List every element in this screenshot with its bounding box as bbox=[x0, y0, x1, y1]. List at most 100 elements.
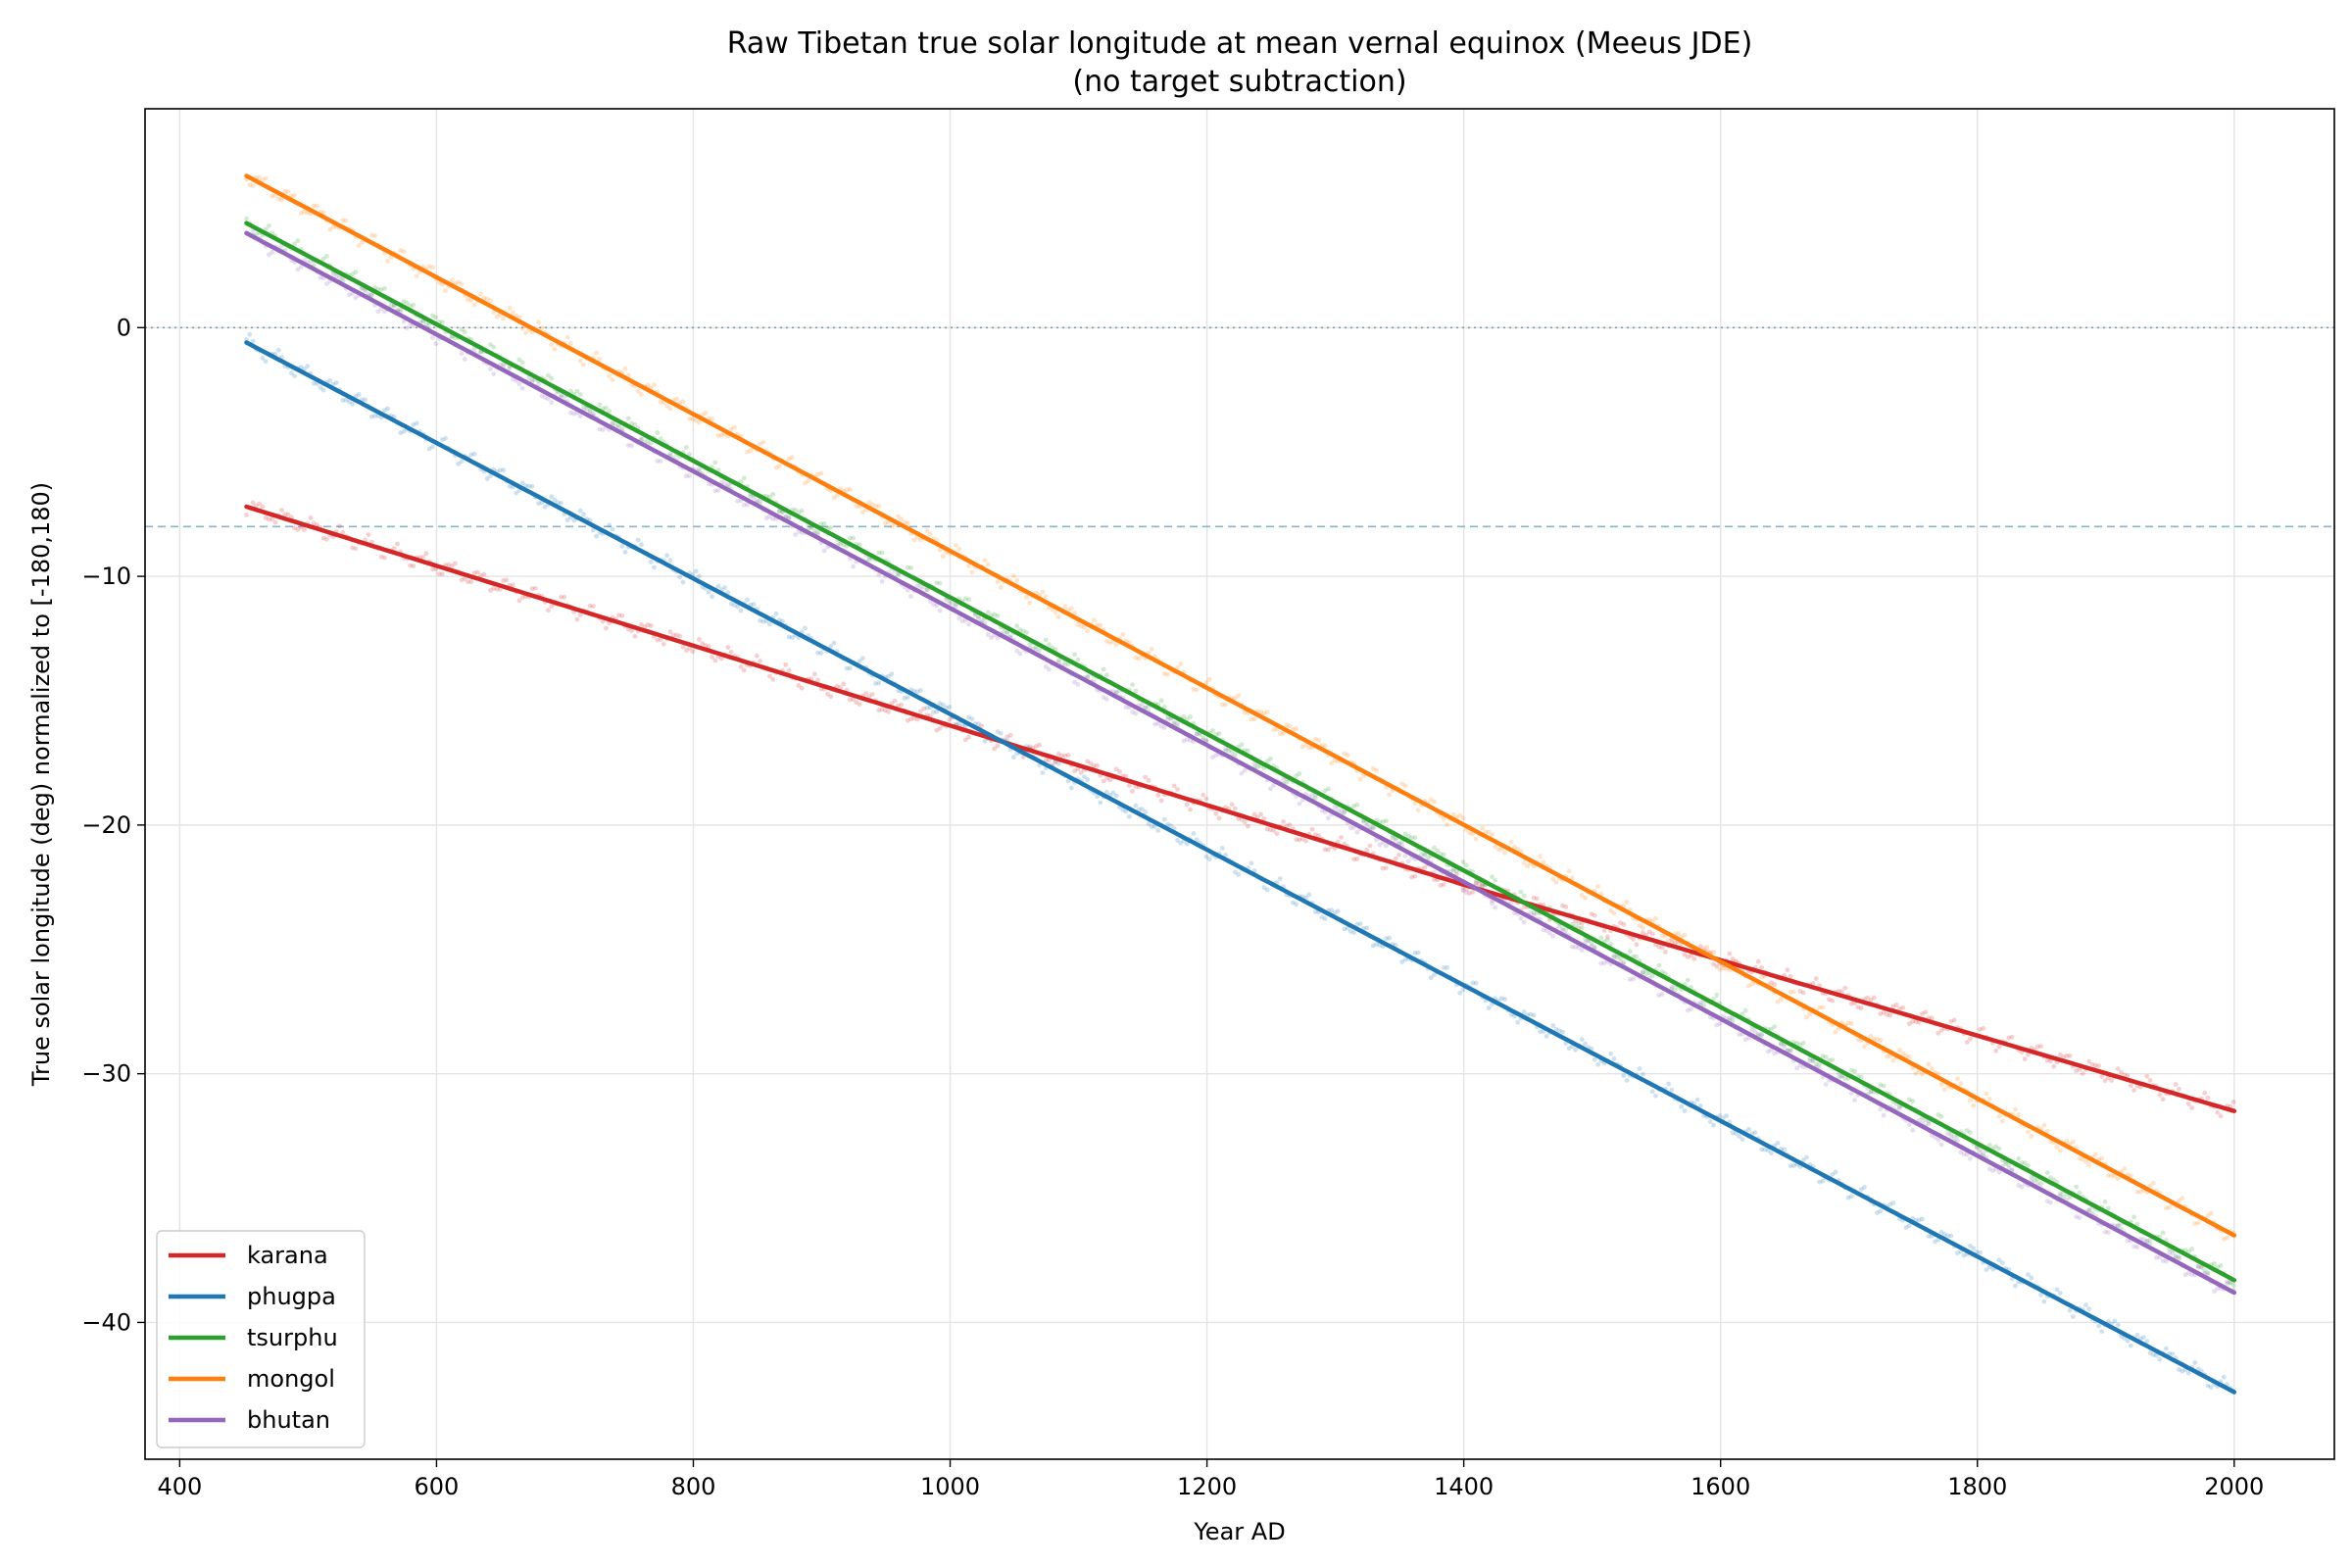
scatter-point bbox=[1848, 1194, 1854, 1200]
scatter-point bbox=[324, 254, 329, 259]
scatter-point bbox=[1191, 831, 1197, 836]
scatter-point bbox=[1592, 912, 1597, 918]
scatter-point bbox=[815, 650, 820, 656]
scatter-point bbox=[1964, 1152, 1970, 1157]
scatter-point bbox=[1881, 1112, 1886, 1118]
scatter-point bbox=[821, 548, 827, 554]
scatter-point bbox=[1441, 852, 1446, 858]
scatter-point bbox=[1978, 1147, 1983, 1152]
scatter-point bbox=[1441, 882, 1446, 887]
scatter-point bbox=[844, 665, 850, 671]
scatter-point bbox=[2102, 1199, 2108, 1204]
scatter-point bbox=[2147, 1237, 2153, 1243]
scatter-point bbox=[697, 637, 702, 642]
scatter-point bbox=[966, 734, 971, 740]
scatter-point bbox=[1342, 926, 1348, 932]
scatter-point bbox=[2128, 1083, 2133, 1089]
scatter-point bbox=[346, 292, 352, 298]
scatter-point bbox=[1531, 1012, 1537, 1018]
scatter-point bbox=[1370, 943, 1376, 949]
scatter-point bbox=[799, 685, 805, 691]
scatter-point bbox=[1101, 778, 1106, 784]
scatter-point bbox=[1778, 1041, 1784, 1047]
scatter-point bbox=[803, 480, 808, 486]
scatter-point bbox=[728, 649, 734, 655]
scatter-point bbox=[1791, 1163, 1796, 1168]
scatter-point bbox=[905, 520, 910, 526]
scatter-point bbox=[2061, 1195, 2066, 1200]
scatter-point bbox=[1993, 1144, 1999, 1150]
scatter-point bbox=[2205, 1383, 2211, 1389]
scatter-point bbox=[1978, 1027, 1983, 1032]
scatter-point bbox=[1978, 1150, 1983, 1155]
legend-label-mongol: mongol bbox=[247, 1365, 335, 1393]
scatter-point bbox=[1775, 1141, 1781, 1146]
scatter-point bbox=[539, 393, 545, 399]
scatter-point bbox=[1171, 783, 1177, 789]
scatter-point bbox=[667, 451, 673, 457]
legend-label-phugpa: phugpa bbox=[247, 1283, 336, 1310]
scatter-point bbox=[478, 572, 483, 578]
scatter-point bbox=[1037, 742, 1042, 748]
scatter-point bbox=[1755, 1031, 1761, 1037]
scatter-point bbox=[1303, 838, 1308, 844]
scatter-point bbox=[710, 594, 714, 600]
scatter-point bbox=[1053, 610, 1058, 615]
scatter-point bbox=[658, 459, 663, 464]
scatter-point bbox=[391, 546, 397, 551]
scatter-point bbox=[1938, 1028, 1944, 1033]
scatter-point bbox=[1194, 731, 1200, 737]
scatter-point bbox=[2003, 1161, 2008, 1166]
scatter-point bbox=[426, 264, 432, 270]
scatter-point bbox=[1123, 808, 1129, 814]
scatter-point bbox=[275, 347, 281, 353]
scatter-point bbox=[1999, 1118, 2005, 1124]
scatter-point bbox=[783, 662, 789, 667]
scatter-point bbox=[1579, 925, 1585, 931]
scatter-point bbox=[1601, 928, 1607, 933]
scatter-point bbox=[2099, 1155, 2105, 1161]
scatter-point bbox=[1570, 944, 1575, 950]
scatter-point bbox=[658, 399, 663, 405]
scatter-point bbox=[2147, 1183, 2153, 1189]
scatter-point bbox=[1817, 1004, 1822, 1010]
scatter-point bbox=[1216, 815, 1222, 821]
scatter-point bbox=[1312, 736, 1318, 742]
scatter-point bbox=[577, 414, 583, 419]
scatter-point bbox=[1714, 993, 1720, 998]
scatter-point bbox=[1740, 1011, 1745, 1016]
scatter-point bbox=[382, 555, 387, 561]
scatter-point bbox=[758, 441, 762, 447]
scatter-point bbox=[937, 547, 943, 553]
scatter-point bbox=[1104, 697, 1109, 702]
scatter-point bbox=[1730, 956, 1736, 961]
scatter-point bbox=[1184, 802, 1190, 808]
scatter-point bbox=[1573, 918, 1578, 924]
scatter-point bbox=[257, 174, 262, 180]
scatter-point bbox=[1104, 639, 1109, 644]
scatter-point bbox=[398, 248, 404, 254]
scatter-point bbox=[1649, 1089, 1655, 1095]
scatter-point bbox=[1399, 959, 1405, 964]
scatter-point bbox=[507, 366, 513, 371]
scatter-point bbox=[1396, 852, 1401, 858]
scatter-point bbox=[934, 580, 940, 586]
scatter-point bbox=[1749, 1027, 1755, 1033]
scatter-point bbox=[1158, 698, 1164, 704]
scatter-point bbox=[1778, 997, 1784, 1002]
scatter-point bbox=[2006, 1162, 2012, 1167]
scatter-point bbox=[1981, 1151, 1985, 1156]
scatter-point bbox=[378, 554, 384, 560]
scatter-point bbox=[818, 651, 824, 656]
scatter-point bbox=[982, 738, 988, 744]
scatter-point bbox=[1091, 763, 1097, 768]
scatter-point bbox=[436, 571, 442, 576]
scatter-point bbox=[1823, 1082, 1829, 1087]
scatter-point bbox=[1788, 1049, 1793, 1054]
scatter-point bbox=[758, 659, 762, 663]
scatter-point bbox=[433, 341, 439, 347]
scatter-point bbox=[279, 508, 284, 513]
scatter-point bbox=[1627, 949, 1633, 955]
scatter-point bbox=[1694, 1097, 1700, 1102]
scatter-point bbox=[934, 727, 940, 733]
